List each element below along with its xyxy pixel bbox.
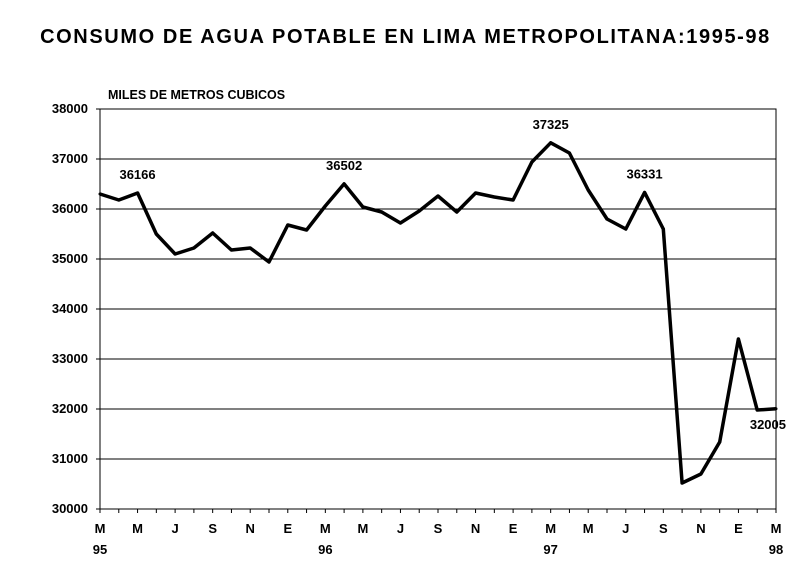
data-point [661,227,665,231]
x-tick-label: M [95,521,106,536]
data-point [342,182,346,186]
data-label: 32005 [750,417,786,432]
x-tick-label: M [583,521,594,536]
data-point [211,231,215,235]
data-point [173,252,177,256]
data-point [398,221,402,225]
x-tick-label: J [622,521,629,536]
data-point [436,194,440,198]
y-tick-label: 38000 [52,101,88,116]
x-tick-label: M [545,521,556,536]
data-point [248,246,252,250]
data-point [530,160,534,164]
x-tick-label: E [283,521,292,536]
y-tick-label: 30000 [52,501,88,516]
data-point [624,227,628,231]
x-tick-label: M [357,521,368,536]
y-tick-label: 36000 [52,201,88,216]
data-point [192,246,196,250]
data-point [286,223,290,227]
data-point [117,198,121,202]
x-tick-label: S [434,521,443,536]
data-point [511,198,515,202]
data-point [699,472,703,476]
data-point [567,151,571,155]
x-tick-label: N [696,521,705,536]
y-tick-label: 35000 [52,251,88,266]
y-tick-label: 33000 [52,351,88,366]
y-tick-label: 32000 [52,401,88,416]
data-point [736,337,740,341]
x-tick-label: M [771,521,782,536]
x-tick-label: S [208,521,217,536]
x-year-label: 97 [543,542,557,557]
series-line [99,141,777,485]
data-point [229,248,233,252]
data-point [492,195,496,199]
chart-title: CONSUMO DE AGUA POTABLE EN LIMA METROPOL… [40,26,771,48]
y-axis-label: MILES DE METROS CUBICOS [108,88,286,102]
data-point [605,217,609,221]
data-point [755,408,759,412]
x-tick-label: N [471,521,480,536]
data-point [774,407,778,411]
x-year-label: 98 [769,542,783,557]
data-point [267,260,271,264]
data-point [586,188,590,192]
data-point [361,205,365,209]
data-point [305,228,309,232]
x-tick-label: S [659,521,668,536]
y-tick-label: 34000 [52,301,88,316]
data-point [323,204,327,208]
x-year-label: 95 [93,542,107,557]
x-tick-label: J [171,521,178,536]
data-label: 36166 [119,167,155,182]
data-label: 37325 [533,117,569,132]
data-point [154,232,158,236]
x-tick-label: M [132,521,143,536]
data-point [455,210,459,214]
x-tick-label: J [397,521,404,536]
data-label: 36331 [626,166,662,181]
x-year-label: 96 [318,542,332,557]
data-point [380,210,384,214]
data-point [549,141,553,145]
x-tick-label: N [246,521,255,536]
y-tick-label: 37000 [52,151,88,166]
x-tick-label: E [734,521,743,536]
data-point [98,192,102,196]
data-point [136,191,140,195]
data-point [680,481,684,485]
x-tick-label: E [509,521,518,536]
data-point [718,440,722,444]
data-point [643,190,647,194]
data-point [417,209,421,213]
data-label: 36502 [326,158,362,173]
data-point [474,191,478,195]
x-tick-label: M [320,521,331,536]
y-tick-label: 31000 [52,451,88,466]
